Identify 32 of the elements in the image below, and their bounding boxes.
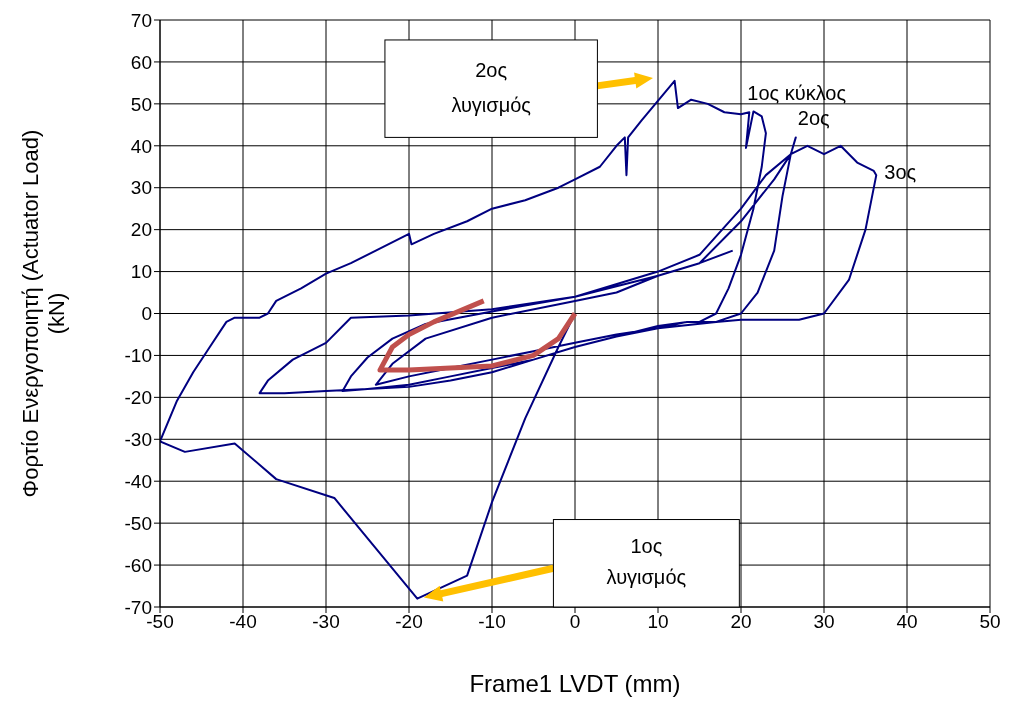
y-tick-label: 50 — [130, 93, 152, 115]
y-tick-label: -20 — [124, 387, 152, 409]
y-tick-label: 40 — [130, 135, 152, 157]
line-series — [160, 79, 878, 600]
y-tick-label: 10 — [130, 261, 152, 283]
x-tick-label: -20 — [395, 611, 423, 633]
annotation: 1ος λυγισμός — [606, 534, 687, 589]
y-tick-label: 30 — [130, 177, 152, 199]
x-tick-label: -10 — [478, 611, 506, 633]
x-axis-title: Frame1 LVDT (mm) — [469, 670, 681, 697]
y-tick-label: -60 — [124, 554, 152, 576]
y-tick-label: 20 — [130, 219, 152, 241]
x-tick-label: -40 — [229, 611, 257, 633]
y-tick-label: -10 — [124, 345, 152, 367]
y-tick-label: 0 — [141, 303, 152, 325]
annotation: 3ος — [884, 161, 917, 184]
x-tick-label: -30 — [312, 611, 340, 633]
annotation: 2ος λυγισμός — [451, 58, 532, 117]
y-tick-label: -40 — [124, 470, 152, 492]
annotation: 2ος — [797, 107, 831, 130]
y-axis-title: Φορτίο Ενεργοποιητή (Actuator Load) (kN) — [18, 129, 69, 498]
x-tick-label: 30 — [813, 611, 835, 633]
x-tick-label: 20 — [730, 611, 752, 633]
x-tick-label: 40 — [896, 611, 918, 633]
annotation: 1ος κύκλος — [747, 82, 847, 105]
y-tick-label: 70 — [130, 9, 152, 31]
x-tick-label: 50 — [979, 611, 1001, 633]
x-tick-label: 0 — [569, 611, 581, 633]
y-tick-label: 60 — [130, 51, 152, 73]
x-tick-label: 10 — [647, 611, 669, 633]
y-tick-label: -50 — [124, 512, 152, 534]
y-tick-label: -30 — [124, 429, 152, 451]
